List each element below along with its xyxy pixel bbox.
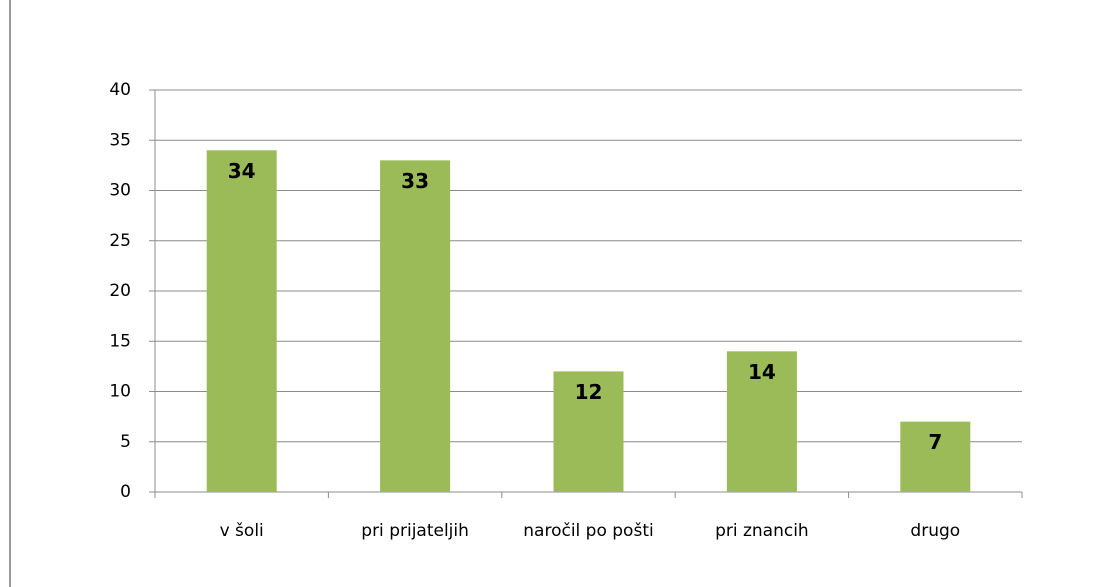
x-tick-label: pri znancih <box>715 521 809 541</box>
bar <box>380 160 451 492</box>
y-tick-label: 40 <box>109 80 131 100</box>
data-label: 14 <box>748 360 776 384</box>
x-tick-label: v šoli <box>219 521 264 541</box>
bar <box>900 421 971 492</box>
bar <box>206 150 277 493</box>
y-tick-label: 10 <box>109 382 131 402</box>
x-tick-label: drugo <box>910 521 961 541</box>
y-tick-label: 0 <box>120 482 131 502</box>
y-tick-label: 20 <box>109 281 131 301</box>
data-label: 34 <box>228 159 256 183</box>
data-label: 7 <box>928 430 942 454</box>
y-tick-label: 35 <box>109 130 131 150</box>
y-tick-label: 25 <box>109 231 131 251</box>
bar <box>553 371 624 492</box>
x-tick-label: pri prijateljih <box>361 521 469 541</box>
bar <box>726 351 797 492</box>
x-tick-label: naročil po pošti <box>523 521 654 541</box>
y-tick-label: 30 <box>109 181 131 201</box>
y-tick-label: 15 <box>109 331 131 351</box>
data-label: 33 <box>401 169 429 193</box>
data-label: 12 <box>575 380 603 404</box>
y-tick-label: 5 <box>120 432 131 452</box>
